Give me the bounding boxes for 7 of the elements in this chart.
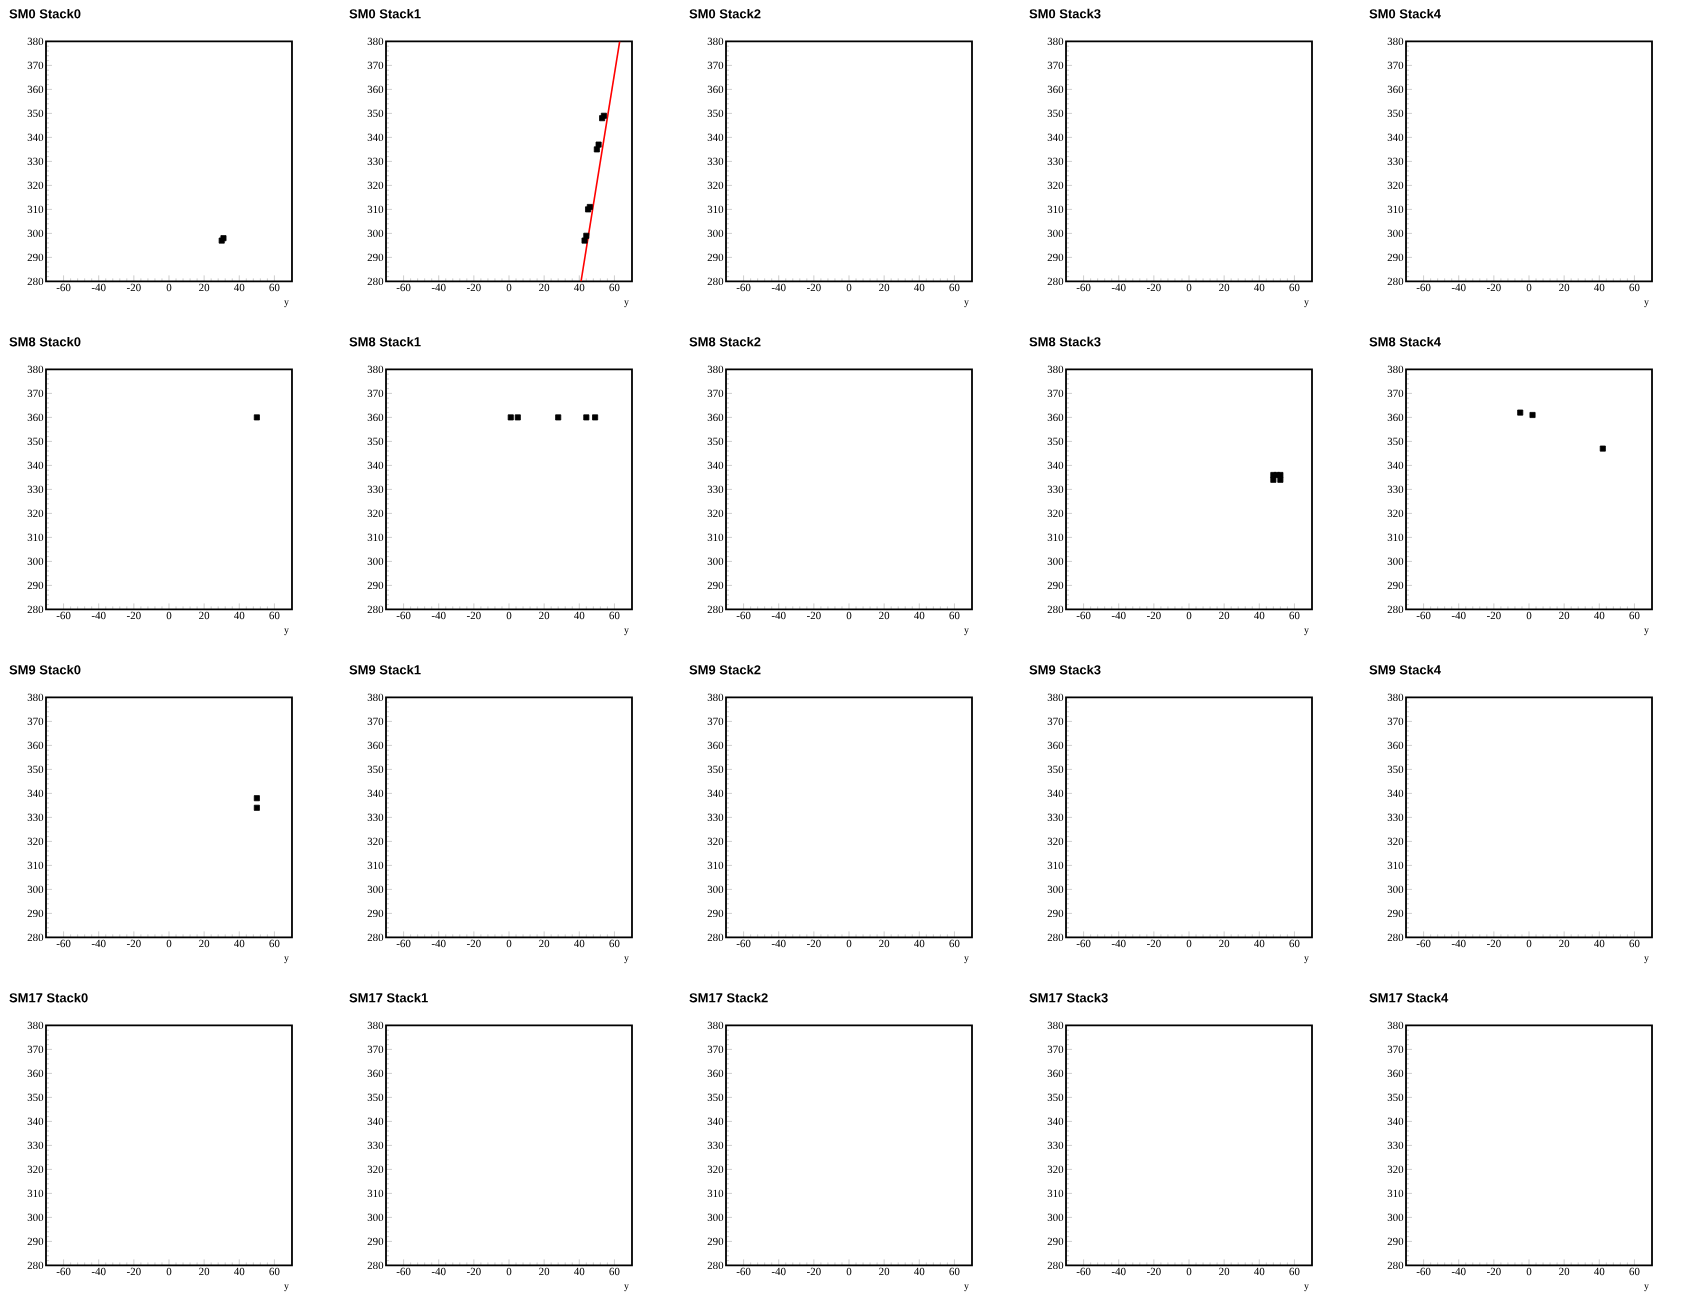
point: [581, 237, 588, 244]
point: [1599, 445, 1606, 452]
point: [595, 141, 602, 148]
point: [1529, 412, 1536, 418]
point: [583, 232, 590, 239]
point: [593, 146, 600, 153]
point: [1517, 409, 1524, 416]
